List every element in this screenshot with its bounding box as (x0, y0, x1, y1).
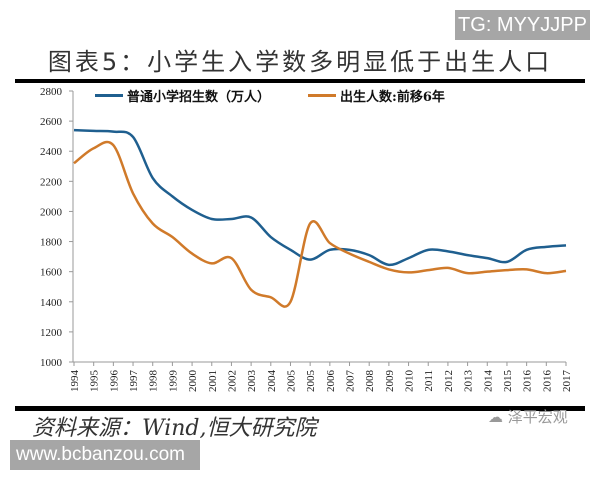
wechat-icon: ☁ (488, 408, 508, 426)
y-tick-label: 2400 (40, 146, 63, 158)
watermark-top: TG: MYYJJPP (455, 10, 590, 40)
x-tick-label: 2000 (187, 370, 199, 393)
logo-text: 泽平宏观 (507, 408, 568, 426)
x-tick-label: 2005 (285, 370, 297, 393)
series-line-0 (73, 128, 567, 267)
y-tick-label: 1600 (40, 267, 63, 279)
x-tick-label: 2008 (364, 370, 376, 393)
legend-item-enrollment: 普通小学招生数（万人） (95, 86, 270, 105)
bottom-rule (15, 406, 585, 411)
y-tick-label: 2800 (40, 86, 63, 98)
y-tick-label: 1200 (40, 327, 63, 339)
x-tick-label: 2012 (443, 370, 455, 392)
legend-swatch (95, 94, 123, 97)
x-tick-label: 2003 (246, 370, 258, 393)
x-tick-label: 2015 (502, 370, 514, 393)
x-tick-label: 1997 (128, 370, 140, 393)
x-tick-label: 2009 (384, 370, 396, 393)
x-tick-label: 2006 (325, 370, 337, 393)
legend-label: 出生人数:前移6年 (340, 90, 445, 105)
logo: ☁ 泽平宏观 (488, 406, 568, 427)
x-tick-label: 2004 (266, 370, 278, 393)
series-line-1 (73, 140, 567, 308)
source-note: 资料来源：Wind,恒大研究院 (32, 416, 317, 441)
y-tick-label: 1000 (40, 357, 63, 369)
x-tick-label: 2001 (207, 370, 219, 392)
watermark-bottom: www.bcbanzou.com (10, 440, 200, 470)
x-tick-label: 2013 (463, 370, 475, 393)
y-tick-label: 2000 (40, 206, 63, 218)
x-tick-label: 1994 (69, 370, 81, 393)
y-tick-label: 2600 (40, 116, 63, 128)
y-tick-label: 1400 (40, 297, 63, 309)
legend-item-births: 出生人数:前移6年 (308, 86, 445, 105)
x-tick-label: 1995 (89, 370, 101, 393)
x-tick-label: 1999 (167, 370, 179, 393)
y-tick-label: 1800 (40, 237, 63, 249)
chart-title: 图表5：小学生入学数多明显低于出生人口 (47, 48, 553, 76)
x-tick-label: 2002 (226, 370, 238, 392)
top-rule (15, 79, 585, 83)
x-tick-label: 2016 (522, 370, 534, 393)
x-tick-label: 2005 (305, 370, 317, 393)
x-tick-label: 2010 (404, 370, 416, 393)
x-tick-label: 2007 (345, 370, 357, 393)
x-tick-label: 1996 (108, 370, 120, 393)
x-tick-label: 2016 (541, 370, 553, 393)
x-tick-label: 1998 (148, 370, 160, 393)
legend: 普通小学招生数（万人） 出生人数:前移6年 (95, 86, 445, 105)
y-tick-label: 2200 (40, 176, 63, 188)
legend-label: 普通小学招生数（万人） (127, 90, 271, 105)
x-tick-label: 2017 (561, 370, 573, 393)
x-tick-label: 2011 (423, 370, 435, 392)
line-chart: 1000 1200 1400 1600 1800 2000 2200 2400 2600 2800… (40, 86, 573, 393)
legend-swatch (308, 94, 337, 97)
x-tick-label: 2014 (482, 370, 494, 393)
